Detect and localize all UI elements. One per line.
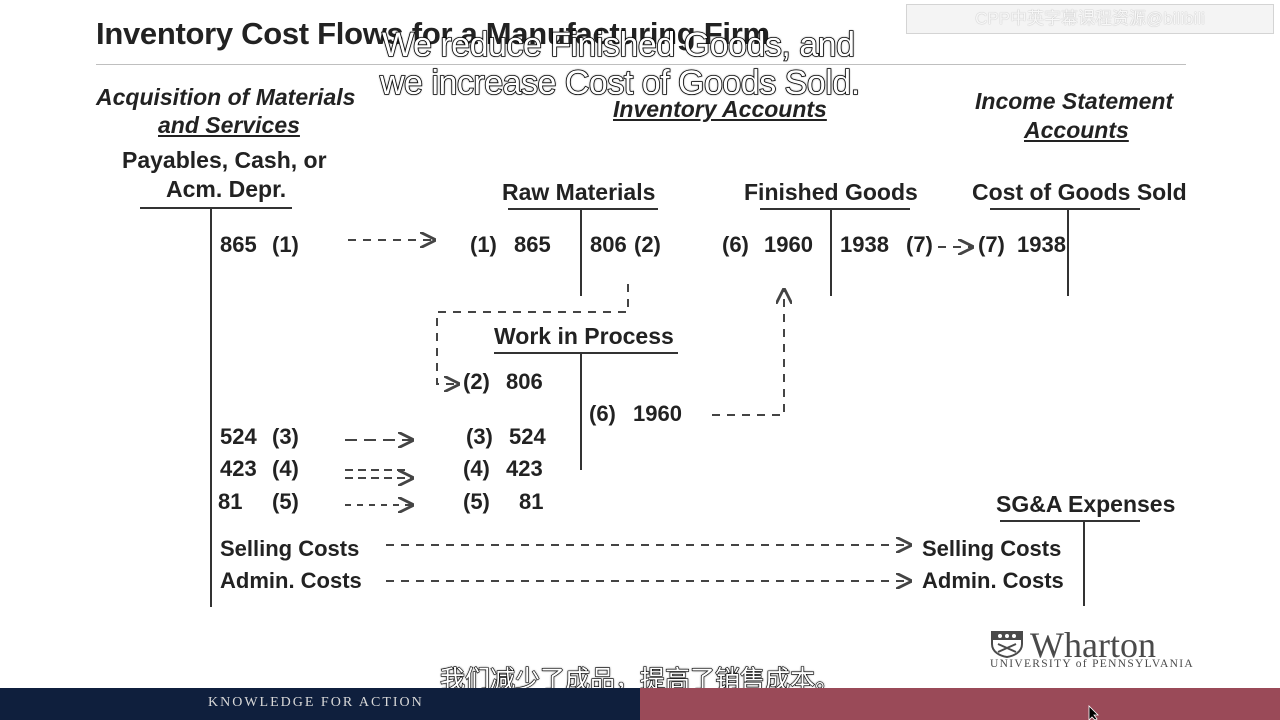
wip-title: Work in Process [494,323,674,349]
cogs-title: Cost of Goods Sold [972,179,1187,205]
wip-debit-2-amount: 806 [506,369,543,394]
sga-t-stem [1083,520,1085,606]
finished-goods-credit-ref: (7) [906,232,933,257]
payables-entry-4-ref: (4) [272,456,299,481]
wip-debit-3-amount: 524 [509,424,546,449]
acquisition-heading-line2: and Services [158,112,300,138]
raw-materials-debit-amount: 865 [514,232,551,257]
payables-t-stem [210,207,212,607]
payables-admin-costs: Admin. Costs [220,568,362,593]
wip-debit-4-amount: 423 [506,456,543,481]
payables-title-line1: Payables, Cash, or [122,147,327,173]
cogs-debit-amount: 1938 [1017,232,1066,257]
slide-title: Inventory Cost Flows for a Manufacturing… [96,16,770,51]
sga-selling-costs: Selling Costs [922,536,1062,561]
cogs-t-bar [990,208,1140,210]
wip-debit-3-ref: (3) [466,424,493,449]
payables-t-bar [140,207,292,209]
income-heading-line2: Accounts [1024,117,1129,143]
payables-entry-5-amount: 81 [218,489,243,514]
footer-band-left [0,688,640,720]
raw-materials-title: Raw Materials [502,179,656,205]
cogs-t-stem [1067,208,1069,296]
footer-band-right [640,688,1280,720]
cogs-debit-ref: (7) [978,232,1005,257]
wip-t-stem [580,352,582,470]
finished-goods-title: Finished Goods [744,179,918,205]
wharton-logo-subtitle: UNIVERSITY of PENNSYLVANIA [990,658,1194,670]
raw-materials-debit-ref: (1) [470,232,497,257]
wip-debit-5-amount: 81 [519,489,544,514]
payables-entry-3-amount: 524 [220,424,257,449]
wip-credit-ref: (6) [589,401,616,426]
wharton-shield-icon [991,631,1023,658]
overlay-caption-line2: we increase Cost of Goods Sold. [379,63,861,103]
acquisition-heading-line1: Acquisition of Materials [96,84,356,110]
payables-entry-3-ref: (3) [272,424,299,449]
finished-goods-debit-ref: (6) [722,232,749,257]
payables-entry-1-ref: (1) [272,232,299,257]
payables-entry-1-amount: 865 [220,232,257,257]
wip-debit-5-ref: (5) [463,489,490,514]
wip-credit-amount: 1960 [633,401,682,426]
raw-materials-credit-amount: 806 [590,232,627,257]
raw-materials-credit-ref: (2) [634,232,661,257]
payables-entry-4-amount: 423 [220,456,257,481]
wip-debit-4-ref: (4) [463,456,490,481]
footer-tagline: KNOWLEDGE FOR ACTION [208,695,424,710]
raw-materials-t-bar [508,208,658,210]
watermark: CPP中英字幕课程资源@bilibili [906,4,1274,34]
payables-title-line2: Acm. Depr. [166,176,287,202]
title-divider [96,64,1186,65]
finished-goods-credit-amount: 1938 [840,232,889,257]
finished-goods-t-stem [830,208,832,296]
wip-t-bar [494,352,678,354]
sga-admin-costs: Admin. Costs [922,568,1064,593]
raw-materials-t-stem [580,208,582,296]
payables-selling-costs: Selling Costs [220,536,360,561]
arrow-6-wip-to-finished [712,290,784,416]
sga-title: SG&A Expenses [996,491,1176,517]
finished-goods-t-bar [760,208,910,210]
sga-t-bar [1000,520,1140,522]
finished-goods-debit-amount: 1960 [764,232,813,257]
wip-debit-2-ref: (2) [463,369,490,394]
income-heading-line1: Income Statement [975,88,1174,114]
overlay-caption-line1: We reduce Finished Goods, and [381,25,856,65]
wharton-logo-name: Wharton [1030,625,1156,665]
inventory-heading: Inventory Accounts [613,96,827,122]
payables-entry-5-ref: (5) [272,489,299,514]
arrow-2-raw-to-wip [436,284,629,384]
